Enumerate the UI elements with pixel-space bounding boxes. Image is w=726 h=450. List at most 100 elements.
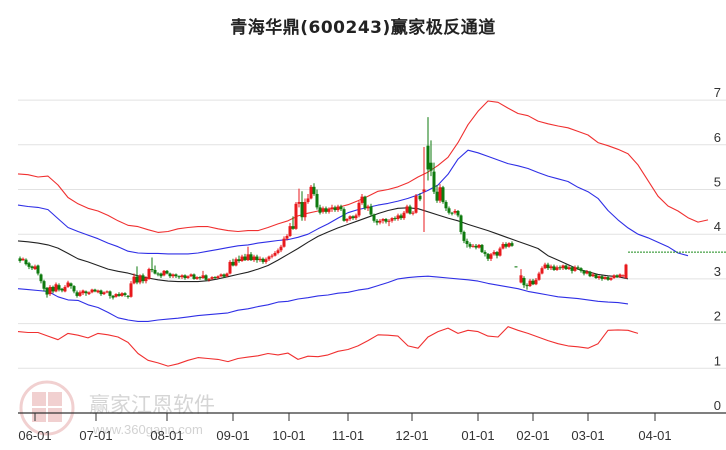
candle bbox=[438, 184, 442, 203]
candle bbox=[66, 280, 70, 288]
candle bbox=[288, 223, 292, 237]
candle bbox=[600, 275, 604, 281]
candle bbox=[177, 275, 181, 279]
candle bbox=[519, 269, 523, 284]
candle bbox=[123, 292, 127, 297]
candle bbox=[294, 202, 298, 230]
candle bbox=[390, 217, 394, 223]
candle bbox=[297, 188, 301, 208]
candle bbox=[42, 279, 46, 292]
candle bbox=[418, 193, 422, 202]
candle bbox=[126, 294, 130, 299]
x-tick-label: 11-01 bbox=[332, 428, 364, 443]
candle bbox=[426, 117, 430, 181]
candle bbox=[174, 273, 178, 279]
candle bbox=[78, 290, 82, 297]
candle bbox=[303, 198, 307, 221]
candle bbox=[156, 272, 160, 277]
candle bbox=[357, 201, 361, 218]
candle bbox=[324, 206, 328, 214]
candle bbox=[399, 213, 403, 220]
candle bbox=[261, 257, 265, 264]
candle bbox=[555, 265, 559, 271]
candle bbox=[588, 270, 592, 278]
x-tick-label: 03-01 bbox=[571, 428, 604, 443]
candle bbox=[477, 244, 481, 249]
candle bbox=[498, 246, 502, 257]
candle bbox=[39, 273, 43, 284]
candle bbox=[606, 276, 610, 281]
y-tick-label: 3 bbox=[714, 264, 721, 279]
candle bbox=[618, 273, 622, 279]
candle bbox=[414, 193, 418, 214]
candle bbox=[561, 264, 565, 270]
candle bbox=[429, 140, 433, 177]
candle bbox=[183, 274, 187, 280]
candle bbox=[186, 275, 190, 279]
x-axis: 06-01 07-01 08-01 09-01 10-01 11-01 12-01 01-01… bbox=[18, 412, 726, 443]
candle bbox=[510, 241, 514, 247]
candle bbox=[309, 185, 313, 200]
candle bbox=[69, 282, 73, 289]
candle bbox=[411, 210, 415, 216]
candle bbox=[396, 213, 400, 221]
candle bbox=[573, 265, 577, 272]
candle bbox=[57, 283, 61, 292]
line-upper_outer bbox=[17, 100, 709, 233]
candle bbox=[18, 256, 22, 263]
candle bbox=[609, 277, 613, 281]
candle bbox=[528, 278, 532, 287]
candle bbox=[45, 286, 49, 298]
candle bbox=[222, 273, 226, 279]
candle bbox=[603, 276, 607, 280]
candle bbox=[114, 293, 118, 298]
candle bbox=[234, 257, 238, 267]
candle bbox=[168, 272, 172, 279]
x-tick-label: 08-01 bbox=[150, 428, 183, 443]
candle bbox=[480, 244, 484, 253]
candle bbox=[543, 262, 547, 270]
candle bbox=[87, 291, 91, 295]
candle bbox=[132, 273, 136, 285]
candle bbox=[54, 282, 58, 293]
candle bbox=[276, 248, 280, 255]
candle bbox=[21, 257, 25, 262]
candle bbox=[267, 255, 271, 262]
candle bbox=[84, 290, 88, 296]
candle bbox=[144, 276, 148, 284]
candle bbox=[306, 193, 310, 204]
candle bbox=[27, 261, 31, 270]
watermark-seal-icon bbox=[19, 380, 75, 436]
candle bbox=[621, 274, 625, 278]
candle bbox=[129, 281, 133, 298]
candle bbox=[252, 254, 256, 262]
gridlines bbox=[18, 99, 726, 369]
candle bbox=[378, 219, 382, 225]
line-lower_outer bbox=[17, 326, 639, 367]
candle bbox=[456, 210, 460, 218]
candle bbox=[507, 242, 511, 248]
candle bbox=[258, 256, 262, 262]
candle bbox=[99, 289, 103, 296]
candle bbox=[402, 210, 406, 220]
candle bbox=[591, 272, 595, 278]
candle bbox=[312, 183, 316, 196]
candle bbox=[435, 185, 439, 203]
candle bbox=[135, 266, 139, 285]
candle bbox=[60, 287, 64, 293]
candle bbox=[117, 292, 121, 297]
candle bbox=[243, 253, 247, 262]
candle bbox=[111, 294, 115, 300]
y-axis-labels: 0 1 2 3 4 5 6 7 bbox=[714, 85, 721, 413]
x-tick-label: 12-01 bbox=[395, 428, 428, 443]
candle bbox=[549, 264, 553, 270]
chart-title: 青海华鼎(600243)赢家极反通道 bbox=[230, 18, 496, 38]
candle bbox=[514, 266, 518, 268]
candle bbox=[192, 273, 196, 280]
candle bbox=[489, 252, 493, 262]
candle bbox=[453, 209, 457, 215]
candle bbox=[201, 270, 205, 279]
line-lower_inner bbox=[17, 275, 629, 322]
candle bbox=[354, 213, 358, 220]
y-tick-label: 4 bbox=[714, 219, 721, 234]
